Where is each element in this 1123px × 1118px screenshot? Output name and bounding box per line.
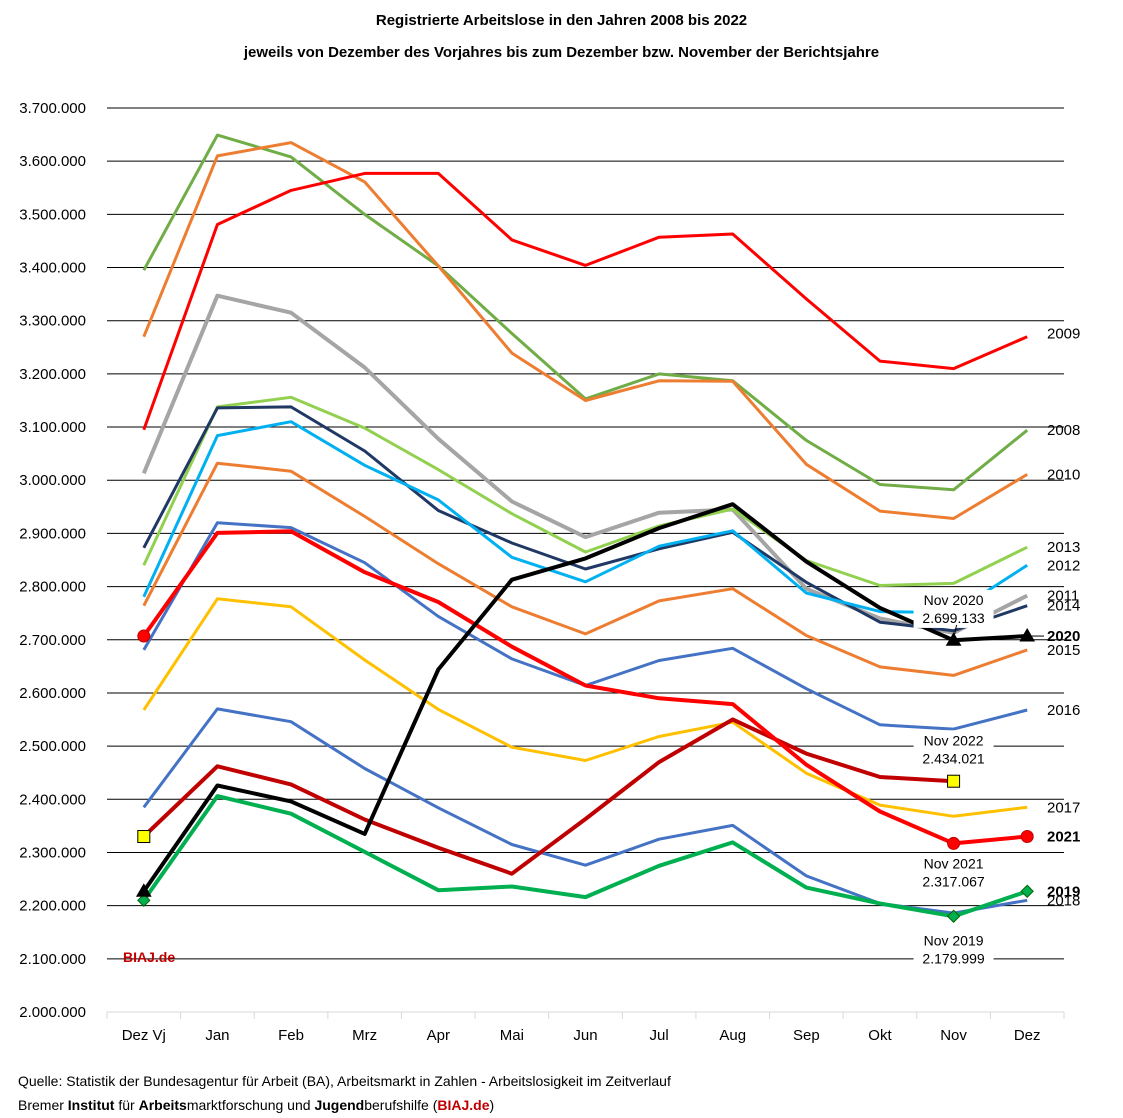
footer-inst-part: Bremer <box>18 1097 68 1113</box>
series-line-2011 <box>141 293 1029 635</box>
chart-subtitle: jeweils von Dezember des Vorjahres bis z… <box>243 44 880 61</box>
watermark-label: BIAJ.de <box>123 949 175 965</box>
y-tick-label: 2.800.000 <box>19 579 86 596</box>
annotation-label: Nov 2019 <box>924 932 984 948</box>
series-line-2015 <box>142 461 1028 677</box>
y-tick-label: 2.600.000 <box>19 685 86 702</box>
series-line-2019 <box>142 794 1028 919</box>
annotation-label: 2.179.999 <box>922 950 984 966</box>
marker-2022 <box>137 830 151 844</box>
footer-inst-part: ) <box>489 1097 495 1113</box>
x-tick-label: Sep <box>793 1027 820 1044</box>
series-line-2009 <box>142 171 1028 431</box>
y-tick-label: 2.300.000 <box>19 844 86 861</box>
footer-inst-part: Institut <box>67 1097 115 1113</box>
x-tick-label: Mai <box>500 1027 524 1044</box>
series-line-2021 <box>142 529 1028 846</box>
annotation-label: 2.317.067 <box>922 874 984 890</box>
footer-inst-part: berufshilfe ( <box>364 1097 438 1113</box>
footer-inst-part: Arbeits <box>138 1097 187 1113</box>
x-tick-label: Feb <box>278 1027 304 1044</box>
y-tick-label: 3.000.000 <box>19 472 86 489</box>
series-label-2011: 2011 <box>1047 588 1079 605</box>
footer-institute: Bremer Institut für Arbeitsmarktforschun… <box>18 1097 494 1113</box>
line-chart: 2.000.000 2.100.000 2.200.000 2.300.000 2.40… <box>19 100 1080 1044</box>
marker-2019 <box>946 909 961 923</box>
series-label-2019: 2019 <box>1047 883 1080 900</box>
x-tick-label: Apr <box>427 1027 450 1044</box>
series-label-2009: 2009 <box>1047 325 1080 342</box>
series-label-2015: 2015 <box>1047 642 1080 659</box>
marker-2021 <box>137 629 151 643</box>
marker-2020 <box>135 883 152 897</box>
series-label-2012: 2012 <box>1047 557 1080 574</box>
marker-2019 <box>1020 884 1034 898</box>
marker-2020 <box>945 632 962 646</box>
series-line-2017 <box>142 597 1028 818</box>
y-tick-label: 3.300.000 <box>19 313 86 330</box>
annotation-label: 2.699.133 <box>922 610 984 626</box>
annotation-box <box>913 853 994 892</box>
series-label-2018: 2018 <box>1047 892 1080 909</box>
y-tick-label: 2.900.000 <box>19 525 86 542</box>
series-label-2010: 2010 <box>1047 466 1080 483</box>
series-line-2016 <box>142 521 1028 731</box>
annotation-box <box>913 930 994 969</box>
y-tick-label: 2.500.000 <box>19 738 86 755</box>
y-tick-label: 3.500.000 <box>19 206 86 223</box>
y-tick-label: 3.200.000 <box>19 366 86 383</box>
chart-title: Registrierte Arbeitslose in den Jahren 2… <box>375 12 748 29</box>
annotation-label: 2.434.021 <box>922 750 984 766</box>
series-line-2014 <box>142 405 1028 633</box>
series-label-2020: 2020 <box>1047 628 1080 645</box>
x-tick-label: Jan <box>205 1027 229 1044</box>
annotation-box <box>913 589 994 628</box>
annotation-label: Nov 2021 <box>924 856 984 872</box>
x-tick-label: Aug <box>719 1027 746 1044</box>
y-tick-label: 3.700.000 <box>19 100 86 117</box>
x-tick-label: Okt <box>868 1027 892 1044</box>
y-tick-label: 3.600.000 <box>19 153 86 170</box>
series-line-2013 <box>142 395 1028 587</box>
y-tick-label: 3.100.000 <box>19 419 86 436</box>
series-line-2020 <box>142 502 1028 893</box>
annotation-label: Nov 2020 <box>924 592 984 608</box>
marker-2019 <box>137 893 151 908</box>
y-tick-label: 3.400.000 <box>19 260 86 277</box>
footer-inst-part: marktforschung und <box>186 1097 315 1113</box>
series-label-2021: 2021 <box>1047 829 1080 846</box>
x-tick-label: Jul <box>650 1027 669 1044</box>
series-line-2008 <box>142 133 1029 492</box>
series-line-2010 <box>142 141 1028 520</box>
y-tick-label: 2.200.000 <box>19 898 86 915</box>
y-tick-label: 2.400.000 <box>19 791 86 808</box>
x-tick-label: Nov <box>940 1027 967 1044</box>
footer-link[interactable]: BIAJ.de <box>437 1097 490 1113</box>
x-tick-label: Jun <box>573 1027 597 1044</box>
series-line-2012 <box>142 420 1029 615</box>
series-label-2017: 2017 <box>1047 799 1080 816</box>
series-label-2014: 2014 <box>1047 598 1080 615</box>
series-line-2022 <box>142 717 954 876</box>
footer-source: Quelle: Statistik der Bundesagentur für … <box>18 1073 671 1089</box>
x-tick-label: Dez Vj <box>122 1027 166 1044</box>
annotation-connector <box>954 624 958 635</box>
series-label-2016: 2016 <box>1047 702 1080 719</box>
y-tick-label: 2.100.000 <box>19 951 86 968</box>
marker-2022 <box>947 774 961 788</box>
marker-2021 <box>1020 830 1034 844</box>
x-tick-label: Mrz <box>352 1027 377 1044</box>
marker-2020 <box>1019 628 1036 642</box>
x-tick-label: Dez <box>1014 1027 1041 1044</box>
footer-inst-part: für <box>114 1097 139 1113</box>
footer-inst-part: Jugend <box>314 1097 365 1113</box>
annotation-label: Nov 2022 <box>924 732 984 748</box>
series-label-2008: 2008 <box>1047 422 1080 439</box>
y-tick-label: 2.000.000 <box>19 1004 86 1021</box>
series-label-2013: 2013 <box>1047 539 1080 556</box>
marker-2021 <box>947 836 961 850</box>
annotation-box <box>913 730 994 769</box>
y-tick-label: 2.700.000 <box>19 632 86 649</box>
